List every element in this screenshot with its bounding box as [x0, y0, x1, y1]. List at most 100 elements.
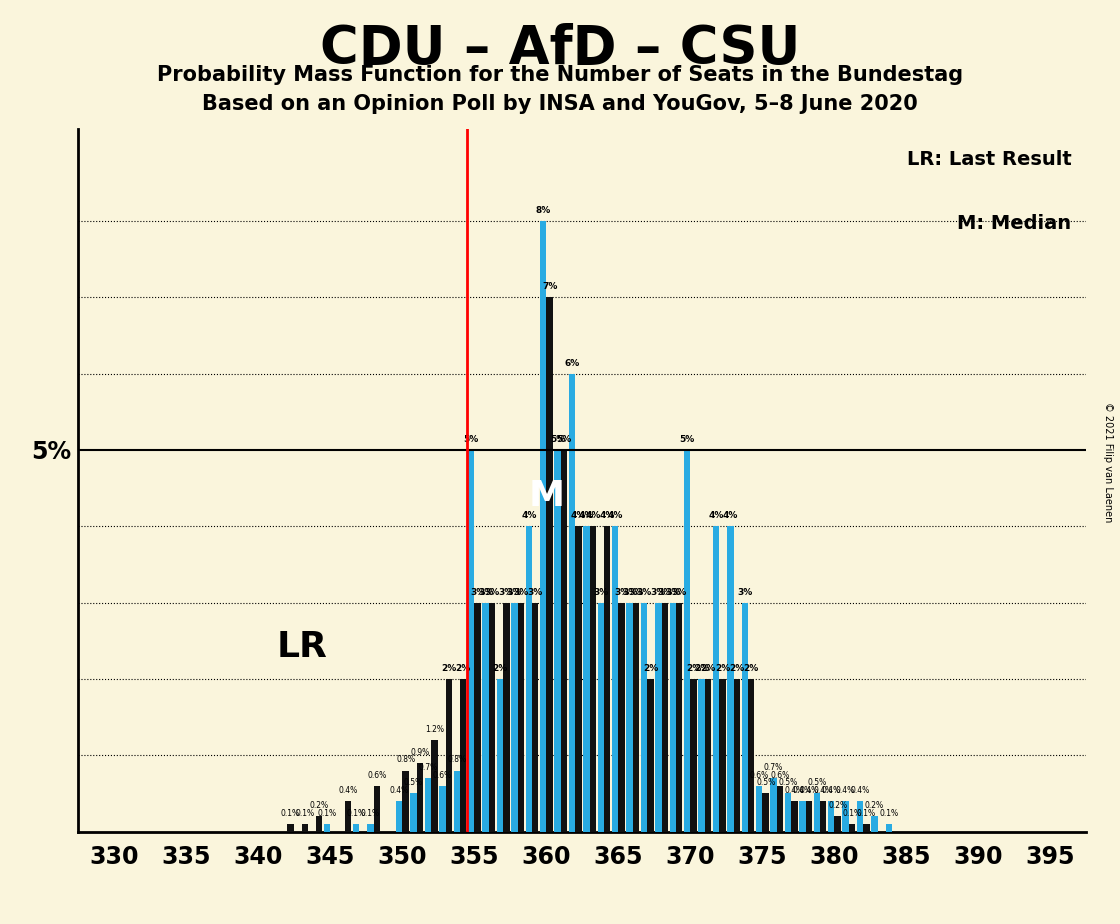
Text: 3%: 3%: [614, 588, 629, 597]
Bar: [597, 602, 604, 832]
Bar: [584, 527, 589, 832]
Bar: [475, 602, 480, 832]
Text: 0.6%: 0.6%: [367, 771, 386, 780]
Text: 5%: 5%: [550, 435, 566, 444]
Bar: [287, 824, 293, 832]
Text: 0.8%: 0.8%: [447, 756, 466, 764]
Text: 3%: 3%: [470, 588, 485, 597]
Bar: [431, 740, 438, 832]
Bar: [612, 527, 618, 832]
Text: 0.4%: 0.4%: [338, 786, 357, 795]
Text: 2%: 2%: [715, 663, 730, 673]
Text: 2%: 2%: [729, 663, 745, 673]
Bar: [756, 785, 763, 832]
Bar: [460, 679, 466, 832]
Text: 0.1%: 0.1%: [879, 808, 898, 818]
Text: 5%: 5%: [557, 435, 571, 444]
Text: 2%: 2%: [744, 663, 759, 673]
Text: CDU – AfD – CSU: CDU – AfD – CSU: [320, 23, 800, 75]
Bar: [301, 824, 308, 832]
Bar: [799, 801, 805, 832]
Text: 0.4%: 0.4%: [850, 786, 869, 795]
Bar: [554, 450, 561, 832]
Text: 0.6%: 0.6%: [771, 771, 790, 780]
Text: 2%: 2%: [687, 663, 701, 673]
Bar: [454, 771, 460, 832]
Bar: [525, 527, 532, 832]
Bar: [734, 679, 740, 832]
Text: 0.5%: 0.5%: [778, 778, 797, 787]
Bar: [324, 824, 330, 832]
Bar: [367, 824, 374, 832]
Text: 4%: 4%: [722, 511, 738, 520]
Bar: [641, 602, 647, 832]
Bar: [864, 824, 869, 832]
Text: 4%: 4%: [599, 511, 615, 520]
Bar: [488, 602, 495, 832]
Bar: [353, 824, 360, 832]
Text: 0.1%: 0.1%: [318, 808, 337, 818]
Bar: [719, 679, 726, 832]
Text: 2%: 2%: [456, 663, 470, 673]
Bar: [540, 221, 547, 832]
Bar: [849, 824, 856, 832]
Bar: [316, 816, 323, 832]
Bar: [569, 373, 576, 832]
Text: 0.5%: 0.5%: [808, 778, 827, 787]
Text: 3%: 3%: [478, 588, 493, 597]
Bar: [690, 679, 697, 832]
Text: 8%: 8%: [535, 206, 551, 215]
Text: 3%: 3%: [651, 588, 666, 597]
Bar: [805, 801, 812, 832]
Text: 0.1%: 0.1%: [281, 808, 300, 818]
Text: 0.6%: 0.6%: [749, 771, 768, 780]
Text: 0.6%: 0.6%: [432, 771, 452, 780]
Text: 3%: 3%: [665, 588, 680, 597]
Bar: [345, 801, 352, 832]
Bar: [886, 824, 892, 832]
Text: LR: Last Result: LR: Last Result: [906, 151, 1071, 169]
Bar: [618, 602, 625, 832]
Bar: [820, 801, 827, 832]
Bar: [439, 785, 446, 832]
Text: 2%: 2%: [700, 663, 716, 673]
Text: 0.4%: 0.4%: [822, 786, 841, 795]
Bar: [857, 801, 864, 832]
Bar: [417, 763, 423, 832]
Text: 0.7%: 0.7%: [764, 763, 783, 772]
Bar: [712, 527, 719, 832]
Text: 7%: 7%: [542, 282, 558, 291]
Bar: [842, 801, 849, 832]
Bar: [813, 794, 820, 832]
Bar: [791, 801, 797, 832]
Bar: [589, 527, 596, 832]
Text: 0.4%: 0.4%: [836, 786, 856, 795]
Bar: [626, 602, 633, 832]
Bar: [828, 801, 834, 832]
Text: 3%: 3%: [485, 588, 500, 597]
Text: 3%: 3%: [594, 588, 608, 597]
Text: 0.2%: 0.2%: [828, 801, 847, 810]
Bar: [662, 602, 668, 832]
Bar: [402, 771, 409, 832]
Text: 2%: 2%: [694, 663, 709, 673]
Bar: [698, 679, 704, 832]
Bar: [727, 527, 734, 832]
Text: 4%: 4%: [579, 511, 594, 520]
Bar: [561, 450, 567, 832]
Text: 4%: 4%: [571, 511, 586, 520]
Text: 0.1%: 0.1%: [361, 808, 380, 818]
Bar: [446, 679, 452, 832]
Text: Based on an Opinion Poll by INSA and YouGov, 5–8 June 2020: Based on an Opinion Poll by INSA and You…: [202, 94, 918, 115]
Text: 3%: 3%: [506, 588, 522, 597]
Bar: [785, 794, 791, 832]
Bar: [511, 602, 517, 832]
Bar: [374, 785, 380, 832]
Bar: [395, 801, 402, 832]
Text: 4%: 4%: [708, 511, 724, 520]
Bar: [483, 602, 488, 832]
Text: 2%: 2%: [493, 663, 507, 673]
Text: 3%: 3%: [672, 588, 687, 597]
Bar: [424, 778, 431, 832]
Text: 0.2%: 0.2%: [865, 801, 884, 810]
